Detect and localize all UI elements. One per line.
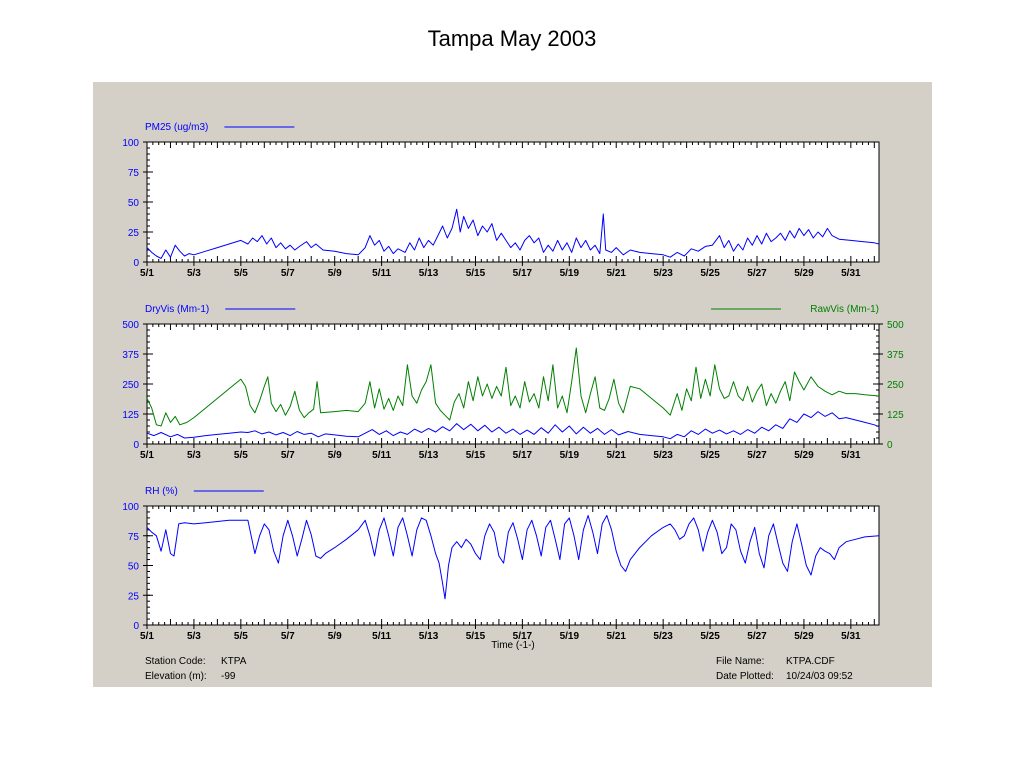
- x-tick-label: 5/17: [513, 631, 533, 642]
- elevation-label: Elevation (m):: [145, 671, 207, 682]
- x-tick-label: 5/7: [281, 268, 295, 279]
- y2-tick-label: 125: [887, 410, 904, 421]
- x-tick-label: 5/7: [281, 450, 295, 461]
- x-tick-label: 5/3: [187, 268, 201, 279]
- x-tick-label: 5/29: [794, 450, 814, 461]
- x-tick-label: 5/21: [606, 450, 626, 461]
- x-tick-label: 5/17: [513, 450, 533, 461]
- y-tick-label: 0: [133, 440, 139, 451]
- x-tick-label: 5/23: [653, 450, 673, 461]
- y2-tick-label: 0: [887, 440, 893, 451]
- x-tick-label: 5/29: [794, 268, 814, 279]
- page-title: Tampa May 2003: [427, 26, 597, 51]
- plot-area: [146, 505, 880, 626]
- y-tick-label: 50: [128, 562, 140, 573]
- x-tick-label: 5/5: [234, 268, 248, 279]
- plot-area: [146, 141, 880, 263]
- date-plotted-value: 10/24/03 09:52: [786, 671, 853, 682]
- x-tick-label: 5/27: [747, 450, 767, 461]
- x-tick-label: 5/5: [234, 450, 248, 461]
- legend-label: DryVis (Mm-1): [145, 304, 209, 315]
- y-tick-label: 25: [128, 591, 140, 602]
- x-tick-label: 5/21: [606, 631, 626, 642]
- x-axis-label: Time (-1-): [491, 640, 535, 651]
- y-tick-label: 100: [122, 138, 139, 149]
- legend-label: RawVis (Mm-1): [810, 304, 879, 315]
- y-tick-label: 100: [122, 502, 139, 513]
- elevation-value: -99: [221, 671, 236, 682]
- x-tick-label: 5/21: [606, 268, 626, 279]
- date-plotted-label: Date Plotted:: [716, 671, 774, 682]
- y-tick-label: 50: [128, 198, 140, 209]
- x-tick-label: 5/15: [466, 268, 486, 279]
- file-name-value: KTPA.CDF: [786, 656, 835, 667]
- y2-tick-label: 250: [887, 380, 904, 391]
- x-tick-label: 5/11: [372, 631, 391, 642]
- x-tick-label: 5/31: [841, 268, 861, 279]
- y-tick-label: 375: [122, 350, 139, 361]
- y-tick-label: 500: [122, 320, 139, 331]
- x-tick-label: 5/3: [187, 450, 201, 461]
- x-tick-label: 5/27: [747, 631, 767, 642]
- y-tick-label: 75: [128, 168, 140, 179]
- y-tick-label: 0: [133, 621, 139, 632]
- x-tick-label: 5/31: [841, 631, 861, 642]
- x-tick-label: 5/11: [372, 268, 391, 279]
- y-tick-label: 75: [128, 532, 140, 543]
- legend-label: RH (%): [145, 486, 178, 497]
- x-tick-label: 5/11: [372, 450, 391, 461]
- x-tick-label: 5/29: [794, 631, 814, 642]
- y-tick-label: 25: [128, 228, 140, 239]
- y-tick-label: 0: [133, 258, 139, 269]
- x-tick-label: 5/25: [700, 450, 720, 461]
- x-tick-label: 5/19: [560, 268, 580, 279]
- x-tick-label: 5/13: [419, 631, 439, 642]
- x-tick-label: 5/27: [747, 268, 767, 279]
- x-tick-label: 5/5: [234, 631, 248, 642]
- x-tick-label: 5/9: [328, 268, 342, 279]
- chart-panel: 5/1 5/3 5/5 5/7 5/9 5/11 5/13 5/15 5/17 5/19 5/21 5…: [93, 82, 932, 687]
- x-tick-label: 5/13: [419, 450, 439, 461]
- legend-label: PM25 (ug/m3): [145, 122, 208, 133]
- plot-area: [146, 323, 880, 445]
- x-tick-label: 5/1: [140, 631, 154, 642]
- x-tick-label: 5/31: [841, 450, 861, 461]
- x-tick-label: 5/15: [466, 450, 486, 461]
- x-tick-label: 5/1: [140, 450, 154, 461]
- x-tick-label: 5/25: [700, 631, 720, 642]
- series-line: [146, 347, 880, 427]
- x-tick-label: 5/1: [140, 268, 154, 279]
- station-code-value: KTPA: [221, 656, 247, 667]
- x-tick-label: 5/17: [513, 268, 533, 279]
- x-tick-label: 5/9: [328, 631, 342, 642]
- y-tick-label: 125: [122, 410, 139, 421]
- y2-tick-label: 375: [887, 350, 904, 361]
- x-tick-label: 5/25: [700, 268, 720, 279]
- series-line: [146, 208, 880, 259]
- x-tick-label: 5/19: [560, 631, 580, 642]
- x-tick-label: 5/7: [281, 631, 295, 642]
- x-tick-label: 5/3: [187, 631, 201, 642]
- file-name-label: File Name:: [716, 656, 765, 667]
- y-tick-label: 250: [122, 380, 139, 391]
- series-line: [146, 411, 880, 440]
- x-tick-label: 5/13: [419, 268, 439, 279]
- x-tick-label: 5/9: [328, 450, 342, 461]
- charts-svg: 5/1 5/3 5/5 5/7 5/9 5/11 5/13 5/15 5/17 5/19 5/21 5…: [122, 122, 904, 651]
- x-tick-label: 5/23: [653, 268, 673, 279]
- station-code-label: Station Code:: [145, 656, 206, 667]
- series-line: [146, 515, 880, 600]
- y2-tick-label: 500: [887, 320, 904, 331]
- x-tick-label: 5/15: [466, 631, 486, 642]
- x-tick-label: 5/23: [653, 631, 673, 642]
- x-tick-label: 5/19: [560, 450, 580, 461]
